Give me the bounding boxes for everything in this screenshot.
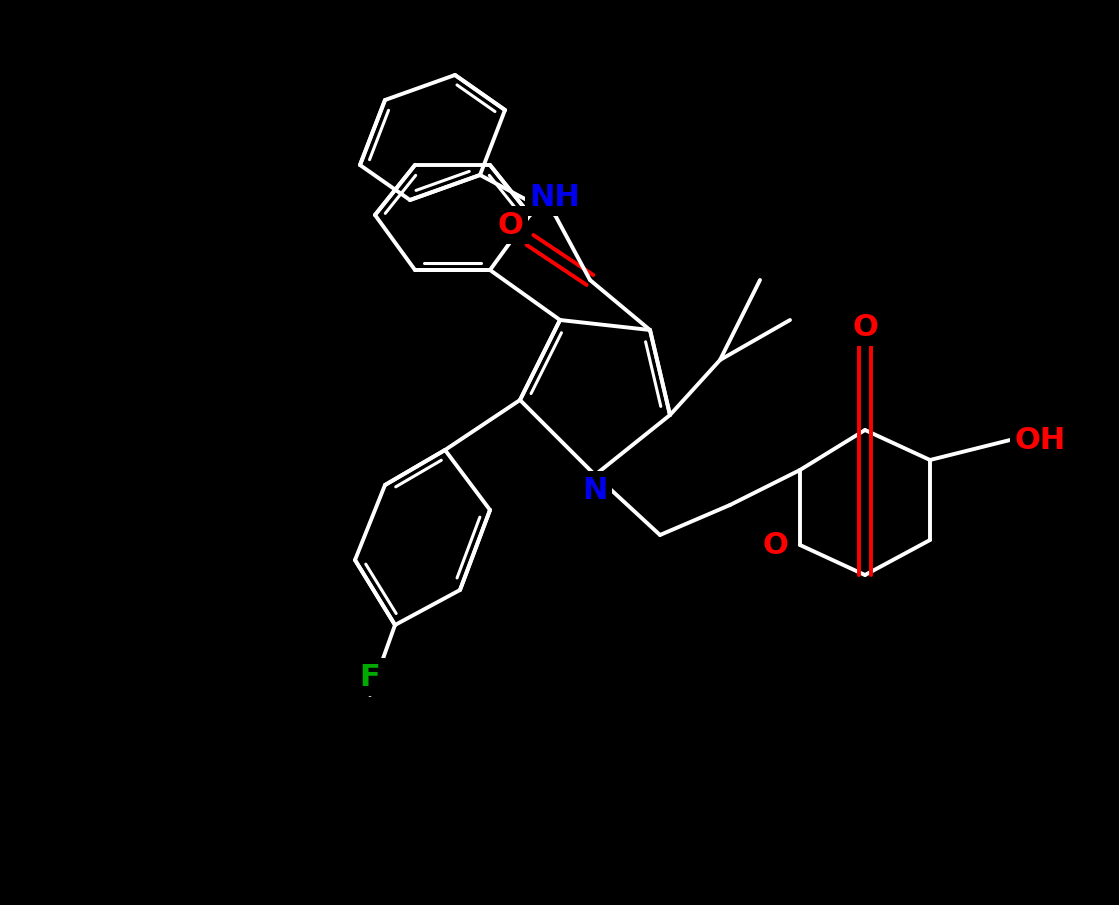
Text: O: O: [852, 312, 878, 341]
Text: O: O: [762, 530, 788, 559]
Text: OH: OH: [1015, 425, 1065, 454]
Text: N: N: [582, 475, 608, 504]
Text: F: F: [359, 662, 380, 691]
Text: O: O: [497, 211, 523, 240]
Text: NH: NH: [529, 183, 581, 212]
